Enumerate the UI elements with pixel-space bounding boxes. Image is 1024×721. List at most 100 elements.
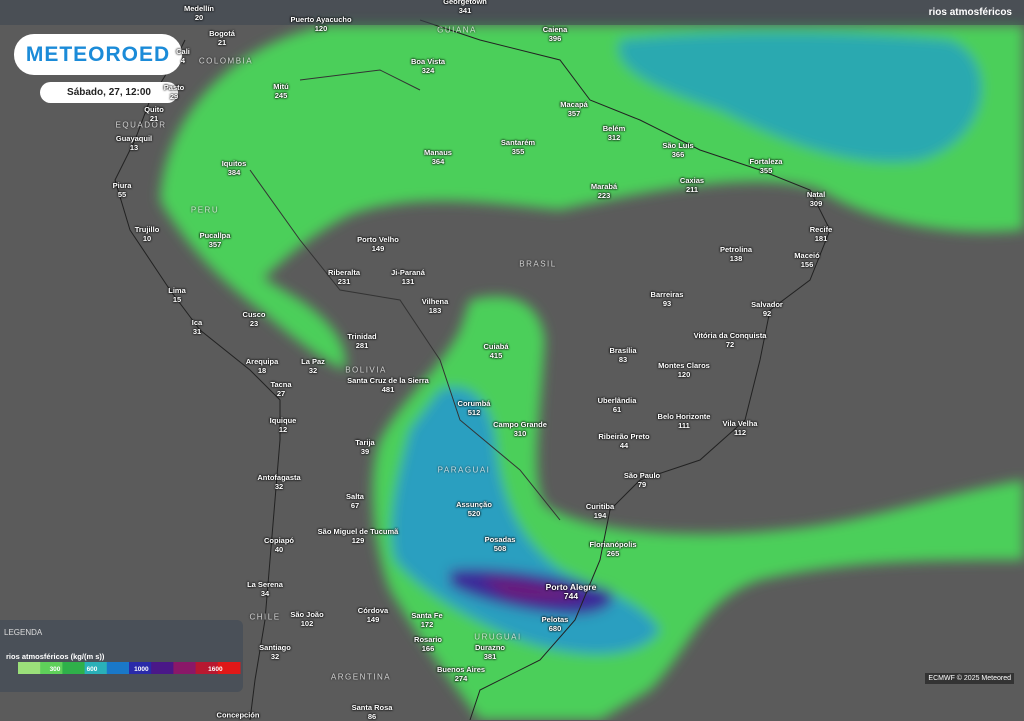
- city-name: Cali: [176, 47, 190, 56]
- city-name: Vitória da Conquista: [693, 331, 767, 340]
- city-name: Porto Alegre: [545, 582, 597, 592]
- city-name: Macapá: [560, 100, 588, 109]
- city-label: Trujillo 10: [135, 225, 160, 243]
- country-label: CHILE: [249, 612, 281, 622]
- city-label: São João 102: [290, 610, 323, 628]
- city-value: 183: [428, 306, 442, 315]
- city-label: Guayaquil 13: [116, 134, 152, 152]
- city-label: Ribeirão Preto 44: [598, 432, 649, 450]
- city-label: Copiapó 40: [264, 536, 294, 554]
- city-name: Salta: [346, 492, 364, 501]
- city-label: Medellín 20: [184, 4, 214, 22]
- city-label: Ji-Paraná 131: [391, 268, 425, 286]
- city-name: Concepción: [216, 710, 260, 720]
- top-bar: rios atmosféricos: [0, 0, 1024, 25]
- city-value: 102: [300, 619, 314, 628]
- city-value: 18: [257, 366, 267, 375]
- city-name: Belém: [602, 124, 626, 133]
- city-name: Recife: [809, 225, 833, 234]
- city-name: Tacna: [270, 380, 292, 389]
- city-name: Santiago: [259, 643, 291, 652]
- city-name: São Luís: [662, 141, 694, 150]
- city-value: 79: [637, 480, 647, 489]
- city-name: Assunção: [456, 500, 492, 509]
- city-value: 680: [548, 624, 562, 633]
- city-name: Pasto: [163, 83, 185, 92]
- city-label: Belo Horizonte 111: [658, 412, 711, 430]
- city-label: São Paulo 79: [624, 471, 660, 489]
- city-name: Trinidad: [347, 332, 377, 341]
- country-label: COLOMBIA: [198, 56, 254, 66]
- city-name: Bogotá: [209, 29, 235, 38]
- legend-tick: 300: [50, 666, 61, 673]
- city-name: Belo Horizonte: [657, 412, 711, 421]
- city-value: 172: [420, 620, 434, 629]
- city-value: 366: [671, 150, 685, 159]
- city-value: 83: [618, 355, 628, 364]
- logo[interactable]: METEOROED: [14, 34, 182, 75]
- city-label: Santiago 32: [259, 643, 291, 661]
- city-name: São Paulo: [623, 471, 661, 480]
- city-name: Pucallpa: [199, 231, 231, 240]
- city-value: 32: [270, 652, 280, 661]
- city-name: Cusco: [242, 310, 266, 319]
- city-label: Santa Fe 172: [411, 611, 442, 629]
- city-name: Georgetown: [443, 0, 487, 6]
- border-brazil: [249, 69, 561, 521]
- city-value: 149: [366, 615, 380, 624]
- city-name: Montes Claros: [658, 361, 710, 370]
- city-name: Guayaquil: [115, 134, 153, 143]
- legend-scale: 300 600 1000 1600: [18, 662, 241, 674]
- legend-tick: 600: [87, 666, 98, 673]
- city-name: Manaus: [424, 148, 452, 157]
- city-label: Curitiba 194: [586, 502, 614, 520]
- legend-swatch: [129, 662, 152, 674]
- river-coast: [160, 200, 346, 370]
- city-name: Arequipa: [245, 357, 279, 366]
- city-value: 324: [421, 66, 435, 75]
- city-value: 32: [308, 366, 318, 375]
- product-name[interactable]: rios atmosféricos: [928, 7, 1012, 18]
- legend-tick: 1000: [134, 666, 149, 673]
- city-label: Córdova 149: [358, 606, 388, 624]
- city-label: São Miguel de Tucumã 129: [318, 527, 399, 545]
- legend-swatch: [195, 662, 219, 674]
- city-name: Copiapó: [264, 536, 294, 545]
- city-value: 44: [619, 441, 629, 450]
- city-value: 355: [759, 166, 773, 175]
- country-label: BOLIVIA: [345, 365, 387, 375]
- city-value: 10: [142, 234, 152, 243]
- city-label: Quito 21: [144, 105, 164, 123]
- city-name: Posadas: [484, 535, 516, 544]
- city-name: Tarija: [355, 438, 375, 447]
- city-label: Concepción: [217, 711, 260, 720]
- city-label: Florianópolis 265: [589, 540, 636, 558]
- city-value: 415: [489, 351, 503, 360]
- city-name: Antofagasta: [257, 473, 301, 482]
- city-name: Boa Vista: [410, 57, 446, 66]
- city-label: Rosario 166: [414, 635, 442, 653]
- city-label: Puerto Ayacucho 120: [290, 15, 351, 33]
- river-north-core: [618, 32, 982, 162]
- city-label: Pucallpa 357: [200, 231, 231, 249]
- city-value: 72: [725, 340, 735, 349]
- coast-east: [419, 19, 831, 720]
- city-value: 381: [483, 652, 497, 661]
- city-label: Boa Vista 324: [411, 57, 445, 75]
- city-name: Trujillo: [134, 225, 160, 234]
- city-value: 245: [274, 91, 288, 100]
- country-label: PARAGUAI: [437, 465, 491, 475]
- datetime[interactable]: Sábado, 27, 12:00: [40, 82, 178, 103]
- city-name: Buenos Aires: [436, 665, 486, 674]
- city-value: 138: [729, 254, 743, 263]
- city-name: Brasília: [609, 346, 637, 355]
- city-label: Cuiabá 415: [483, 342, 508, 360]
- city-value: 520: [467, 509, 481, 518]
- legend-title: LEGENDA: [4, 628, 43, 637]
- city-name: Cuiabá: [483, 342, 509, 351]
- city-name: Riberalta: [327, 268, 361, 277]
- city-value: 120: [677, 370, 691, 379]
- city-label: Tacna 27: [270, 380, 291, 398]
- legend-swatch: [84, 662, 108, 674]
- city-value: 112: [733, 428, 747, 437]
